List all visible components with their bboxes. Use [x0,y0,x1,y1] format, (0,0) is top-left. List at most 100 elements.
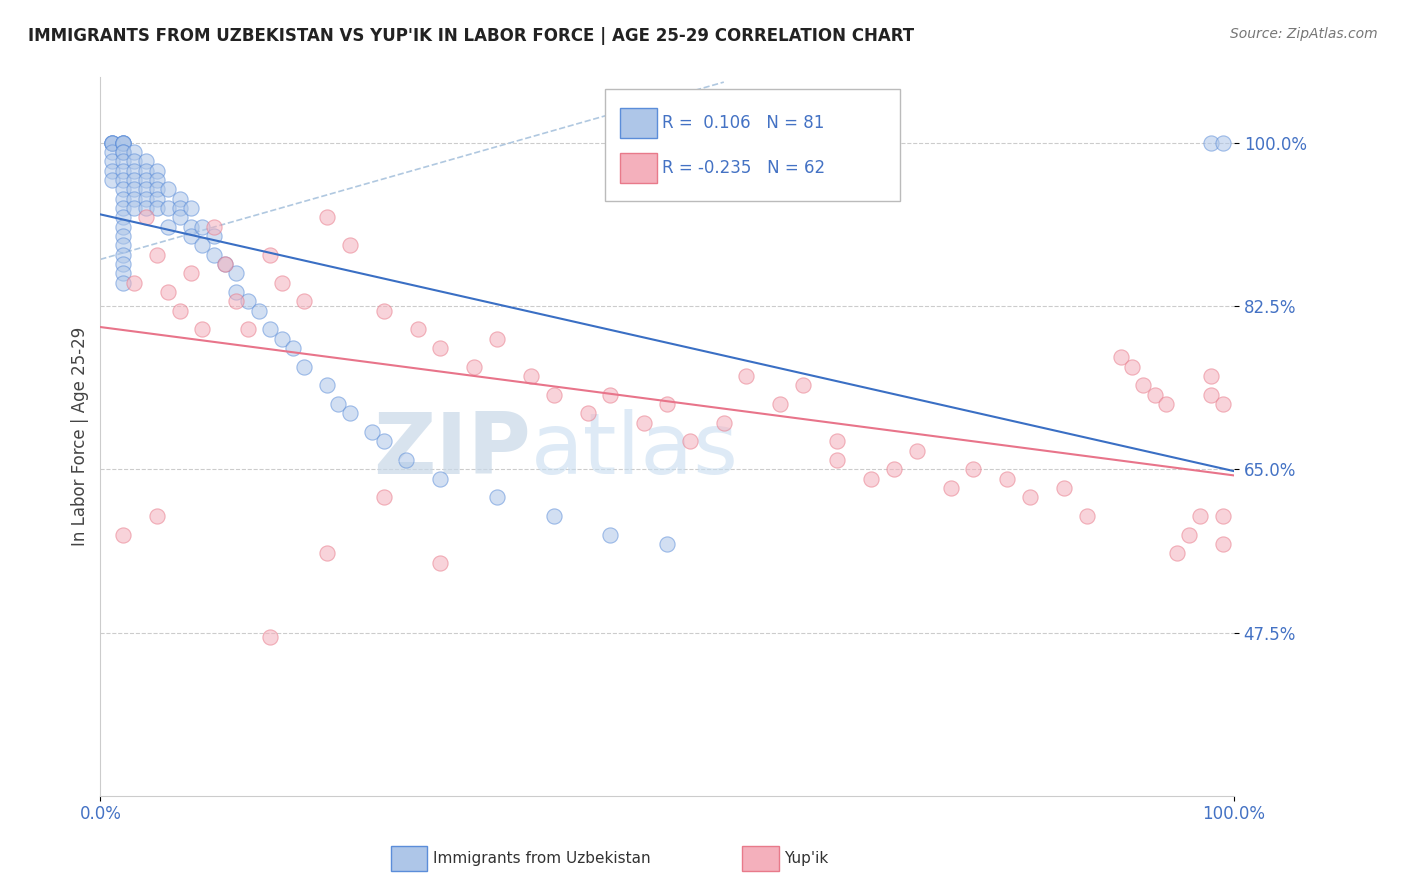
Point [135,211,157,225]
Point [111,266,134,280]
Point [100,163,122,178]
Point [111,192,134,206]
Point [100,136,122,150]
Point [429,341,451,355]
Point [214,257,236,271]
Point [180,266,202,280]
Point [713,416,735,430]
Point [395,453,418,467]
Point [429,556,451,570]
Point [124,145,146,159]
Point [1053,481,1076,495]
Point [486,332,509,346]
Point [576,406,599,420]
Point [180,229,202,244]
Point [1154,397,1177,411]
Point [100,136,122,150]
Point [1199,368,1222,383]
Point [124,154,146,169]
Point [146,248,169,262]
Point [111,248,134,262]
Point [599,387,621,401]
Text: atlas: atlas [531,409,740,492]
Point [111,145,134,159]
Point [905,443,928,458]
Point [146,173,169,187]
Point [180,219,202,234]
Point [1143,387,1166,401]
Text: ZIP: ZIP [374,409,531,492]
Point [169,192,191,206]
Point [328,397,350,411]
Point [146,163,169,178]
Point [1177,527,1199,541]
Point [202,248,225,262]
Point [361,425,384,439]
Point [180,201,202,215]
Text: R = -0.235   N = 62: R = -0.235 N = 62 [662,159,825,177]
Point [281,341,304,355]
Point [135,192,157,206]
Point [169,201,191,215]
Point [124,276,146,290]
Point [339,406,361,420]
Point [111,276,134,290]
Point [259,248,281,262]
Point [1199,136,1222,150]
Point [124,192,146,206]
Point [111,182,134,196]
Point [860,472,883,486]
Point [1212,136,1234,150]
Text: IMMIGRANTS FROM UZBEKISTAN VS YUP'IK IN LABOR FORCE | AGE 25-29 CORRELATION CHAR: IMMIGRANTS FROM UZBEKISTAN VS YUP'IK IN … [28,27,914,45]
Point [270,276,292,290]
Point [316,211,339,225]
Point [543,387,565,401]
Point [939,481,962,495]
Point [225,266,247,280]
Point [1109,351,1132,365]
Point [486,490,509,504]
Text: Yup'ik: Yup'ik [785,852,828,866]
Point [100,136,122,150]
Point [316,378,339,392]
Point [111,173,134,187]
Point [225,285,247,299]
Point [270,332,292,346]
Point [520,368,543,383]
Point [769,397,792,411]
Point [236,322,259,336]
Point [111,229,134,244]
Point [1121,359,1143,374]
Point [202,229,225,244]
Point [100,136,122,150]
Point [292,294,315,309]
Point [735,368,758,383]
Point [259,630,281,644]
Point [633,416,655,430]
Point [214,257,236,271]
Point [1166,546,1188,560]
Point [111,163,134,178]
Point [146,201,169,215]
Point [373,434,395,449]
Point [191,322,214,336]
Point [124,201,146,215]
Point [247,303,270,318]
Point [406,322,429,336]
Point [135,154,157,169]
Point [1076,508,1098,523]
Point [825,453,848,467]
Point [111,201,134,215]
Point [1199,387,1222,401]
Point [191,238,214,252]
Point [655,397,678,411]
Point [111,136,134,150]
Point [135,163,157,178]
Point [124,173,146,187]
Point [124,163,146,178]
Point [157,201,180,215]
Point [1018,490,1040,504]
Point [429,472,451,486]
Point [146,192,169,206]
Point [100,154,122,169]
